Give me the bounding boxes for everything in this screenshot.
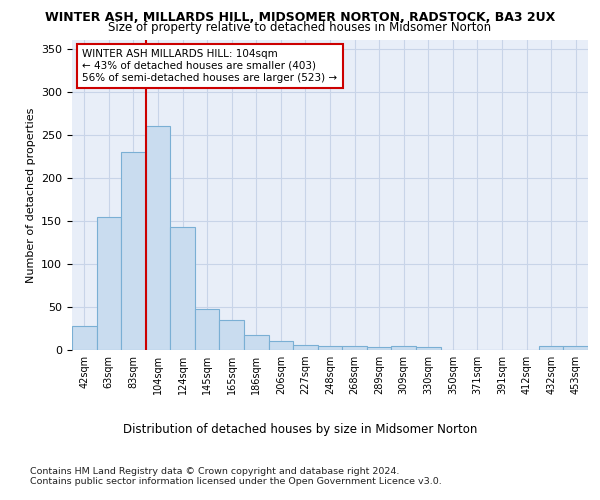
Bar xyxy=(342,346,367,350)
Text: Size of property relative to detached houses in Midsomer Norton: Size of property relative to detached ho… xyxy=(109,22,491,35)
Bar xyxy=(72,326,97,350)
Bar xyxy=(146,126,170,350)
Bar xyxy=(195,308,220,350)
Bar xyxy=(170,227,195,350)
Bar xyxy=(97,216,121,350)
Text: Distribution of detached houses by size in Midsomer Norton: Distribution of detached houses by size … xyxy=(123,422,477,436)
Bar xyxy=(318,346,342,350)
Bar xyxy=(391,346,416,350)
Bar xyxy=(220,320,244,350)
Bar xyxy=(539,346,563,350)
Bar xyxy=(244,336,269,350)
Bar xyxy=(416,348,440,350)
Bar xyxy=(293,345,318,350)
Text: WINTER ASH, MILLARDS HILL, MIDSOMER NORTON, RADSTOCK, BA3 2UX: WINTER ASH, MILLARDS HILL, MIDSOMER NORT… xyxy=(45,11,555,24)
Text: Contains HM Land Registry data © Crown copyright and database right 2024.: Contains HM Land Registry data © Crown c… xyxy=(30,468,400,476)
Bar xyxy=(563,346,588,350)
Bar xyxy=(269,342,293,350)
Y-axis label: Number of detached properties: Number of detached properties xyxy=(26,108,35,282)
Text: Contains public sector information licensed under the Open Government Licence v3: Contains public sector information licen… xyxy=(30,478,442,486)
Text: WINTER ASH MILLARDS HILL: 104sqm
← 43% of detached houses are smaller (403)
56% : WINTER ASH MILLARDS HILL: 104sqm ← 43% o… xyxy=(82,50,337,82)
Bar xyxy=(121,152,146,350)
Bar xyxy=(367,348,391,350)
